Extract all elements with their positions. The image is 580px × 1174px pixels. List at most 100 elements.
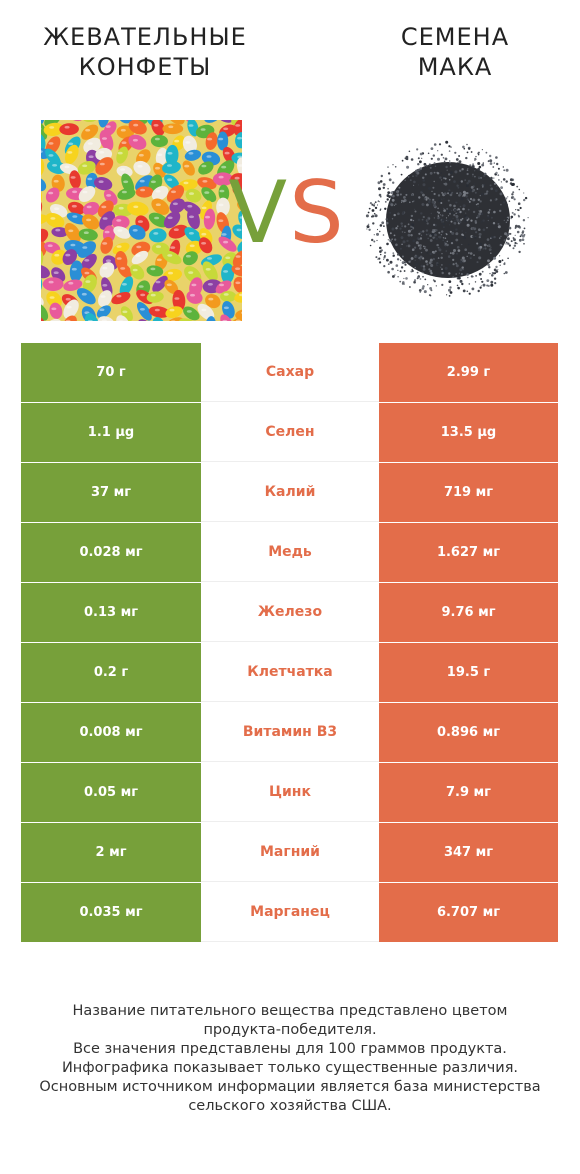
left-value: 0.13 мг xyxy=(21,583,201,642)
jelly-bean xyxy=(49,302,63,319)
poppy-seed xyxy=(511,183,514,186)
jelly-bean xyxy=(235,132,242,149)
jelly-bean xyxy=(51,249,67,265)
poppy-seed xyxy=(422,285,425,288)
jelly-bean-highlight xyxy=(71,204,77,208)
poppy-seed xyxy=(400,266,404,269)
left-value: 0.035 мг xyxy=(21,883,201,942)
footer-line: Инфографика показывает только существенн… xyxy=(61,1060,519,1076)
poppy-seed xyxy=(419,247,422,250)
poppy-seed xyxy=(475,231,478,234)
poppy-seed xyxy=(474,236,477,239)
poppy-seed xyxy=(385,221,389,225)
jelly-bean-highlight xyxy=(86,218,92,222)
left-title-line-1: ЖЕВАТЕЛЬНЫЕ xyxy=(43,23,247,51)
poppy-seed xyxy=(455,212,457,215)
poppy-seed xyxy=(482,162,484,164)
poppy-seed xyxy=(495,270,499,273)
jelly-bean xyxy=(63,315,77,321)
poppy-seed xyxy=(452,263,455,266)
poppy-seed xyxy=(471,227,474,231)
nutrient-name: Клетчатка xyxy=(201,643,379,702)
poppy-seed xyxy=(434,250,437,253)
poppy-seed xyxy=(404,263,407,266)
poppy-seed xyxy=(493,182,497,185)
poppy-seed xyxy=(411,222,413,224)
jelly-bean-highlight xyxy=(219,189,225,193)
poppy-seed xyxy=(487,284,490,287)
poppy-seed xyxy=(443,192,447,196)
poppy-seed xyxy=(443,207,445,210)
jelly-beans-image xyxy=(41,120,242,321)
jelly-bean-highlight xyxy=(218,175,224,179)
jelly-bean-highlight xyxy=(201,164,207,168)
poppy-seed xyxy=(459,260,463,264)
poppy-seed xyxy=(401,212,405,216)
poppy-seed xyxy=(433,171,436,174)
poppy-seed xyxy=(387,270,390,274)
jelly-bean xyxy=(218,184,230,202)
poppy-seed xyxy=(383,255,386,257)
poppy-seed xyxy=(424,220,426,223)
jelly-bean-highlight xyxy=(120,267,126,270)
poppy-seed xyxy=(455,264,459,268)
poppy-seed xyxy=(492,166,495,168)
jelly-bean xyxy=(198,237,213,254)
jelly-bean-highlight xyxy=(41,128,42,130)
poppy-seed xyxy=(444,182,448,186)
poppy-seed xyxy=(432,154,435,157)
jelly-bean xyxy=(128,134,147,150)
poppy-seed xyxy=(435,229,438,232)
jelly-bean xyxy=(82,201,100,216)
poppy-seed xyxy=(472,235,475,238)
poppy-seed xyxy=(437,246,440,249)
right-value: 19.5 г xyxy=(379,643,558,702)
poppy-seed xyxy=(506,219,509,222)
jelly-bean-highlight xyxy=(173,228,179,231)
jelly-bean xyxy=(216,197,230,217)
jelly-bean-highlight xyxy=(101,319,107,321)
poppy-seed xyxy=(518,188,521,191)
jelly-bean-highlight xyxy=(99,151,105,154)
poppy-seed xyxy=(419,255,423,259)
jelly-bean-highlight xyxy=(221,233,227,236)
poppy-seed xyxy=(464,220,467,223)
jelly-bean-highlight xyxy=(235,124,241,127)
poppy-seed xyxy=(449,161,451,164)
poppy-seed xyxy=(379,261,382,264)
poppy-seed xyxy=(427,237,429,240)
poppy-seed xyxy=(398,186,401,189)
poppy-seed xyxy=(453,208,457,212)
poppy-seed xyxy=(489,154,492,158)
jelly-bean-highlight xyxy=(174,297,180,300)
poppy-seed xyxy=(498,260,502,263)
vs-label: VS xyxy=(222,158,352,268)
poppy-seed xyxy=(401,243,403,246)
poppy-seed xyxy=(412,175,414,177)
jelly-bean-highlight xyxy=(48,142,54,145)
poppy-seed xyxy=(448,288,451,292)
poppy-seed xyxy=(474,221,478,224)
poppy-seed xyxy=(445,165,448,169)
poppy-seed xyxy=(443,160,446,163)
jelly-bean-highlight xyxy=(167,178,173,181)
right-value: 7.9 мг xyxy=(379,763,558,822)
jelly-bean xyxy=(182,251,198,266)
poppy-seed xyxy=(471,199,473,201)
jelly-bean-highlight xyxy=(167,152,173,155)
right-value: 0.896 мг xyxy=(379,703,558,762)
jelly-bean-highlight xyxy=(188,271,194,274)
poppy-seed xyxy=(469,189,473,192)
poppy-seed xyxy=(449,230,452,233)
poppy-seed xyxy=(459,210,462,214)
poppy-seed xyxy=(414,255,417,258)
poppy-seed xyxy=(454,223,457,225)
jelly-bean xyxy=(168,224,188,239)
poppy-seed xyxy=(477,289,480,293)
poppy-seed xyxy=(426,222,429,225)
poppy-seed xyxy=(459,169,462,172)
poppy-seed xyxy=(472,198,476,202)
left-value: 37 мг xyxy=(21,463,201,522)
jelly-bean-highlight xyxy=(150,267,156,271)
poppy-seed xyxy=(508,226,512,230)
